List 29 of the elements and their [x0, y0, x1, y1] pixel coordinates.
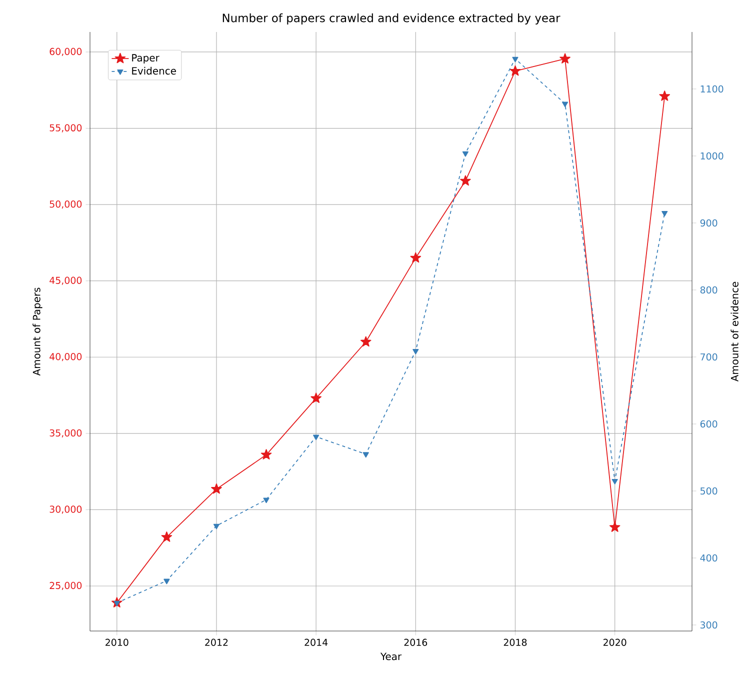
x-tick-label: 2018 — [504, 638, 527, 646]
y2-tick-label: 800 — [700, 286, 718, 294]
y-tick-label: 55,000 — [50, 124, 82, 132]
legend-label: Evidence — [132, 66, 176, 75]
y-tick-label: 35,000 — [50, 429, 82, 438]
x-tick-label: 2010 — [106, 638, 128, 646]
chart-title: Number of papers crawled and evidence extracted by year — [222, 13, 560, 24]
y2-tick-label: 500 — [700, 487, 718, 495]
x-tick-label: 2014 — [304, 638, 328, 646]
y-tick-label: 60,000 — [50, 48, 82, 56]
x-axis-title: Year — [380, 652, 402, 660]
y-tick-label: 25,000 — [50, 582, 82, 590]
y2-tick-label: 700 — [700, 353, 718, 361]
y-tick-label: 45,000 — [50, 276, 82, 285]
y2-tick-label: 400 — [700, 554, 718, 562]
x-tick-label: 2012 — [205, 638, 228, 646]
y2-tick-label: 600 — [700, 420, 718, 428]
x-tick-label: 2020 — [603, 638, 626, 646]
y-tick-label: 30,000 — [50, 506, 82, 514]
y2-tick-label: 1000 — [700, 152, 724, 160]
y-axis-title: Amount of Papers — [32, 288, 42, 376]
legend-label: Paper — [132, 54, 160, 64]
y-tick-label: 40,000 — [50, 353, 82, 362]
y2-tick-label: 300 — [700, 621, 718, 629]
x-tick-label: 2016 — [404, 638, 428, 646]
y2-tick-label: 900 — [700, 219, 718, 227]
y2-tick-label: 1100 — [700, 85, 724, 93]
y-tick-label: 50,000 — [50, 200, 82, 209]
y2-axis-title: Amount of evidence — [730, 282, 738, 382]
